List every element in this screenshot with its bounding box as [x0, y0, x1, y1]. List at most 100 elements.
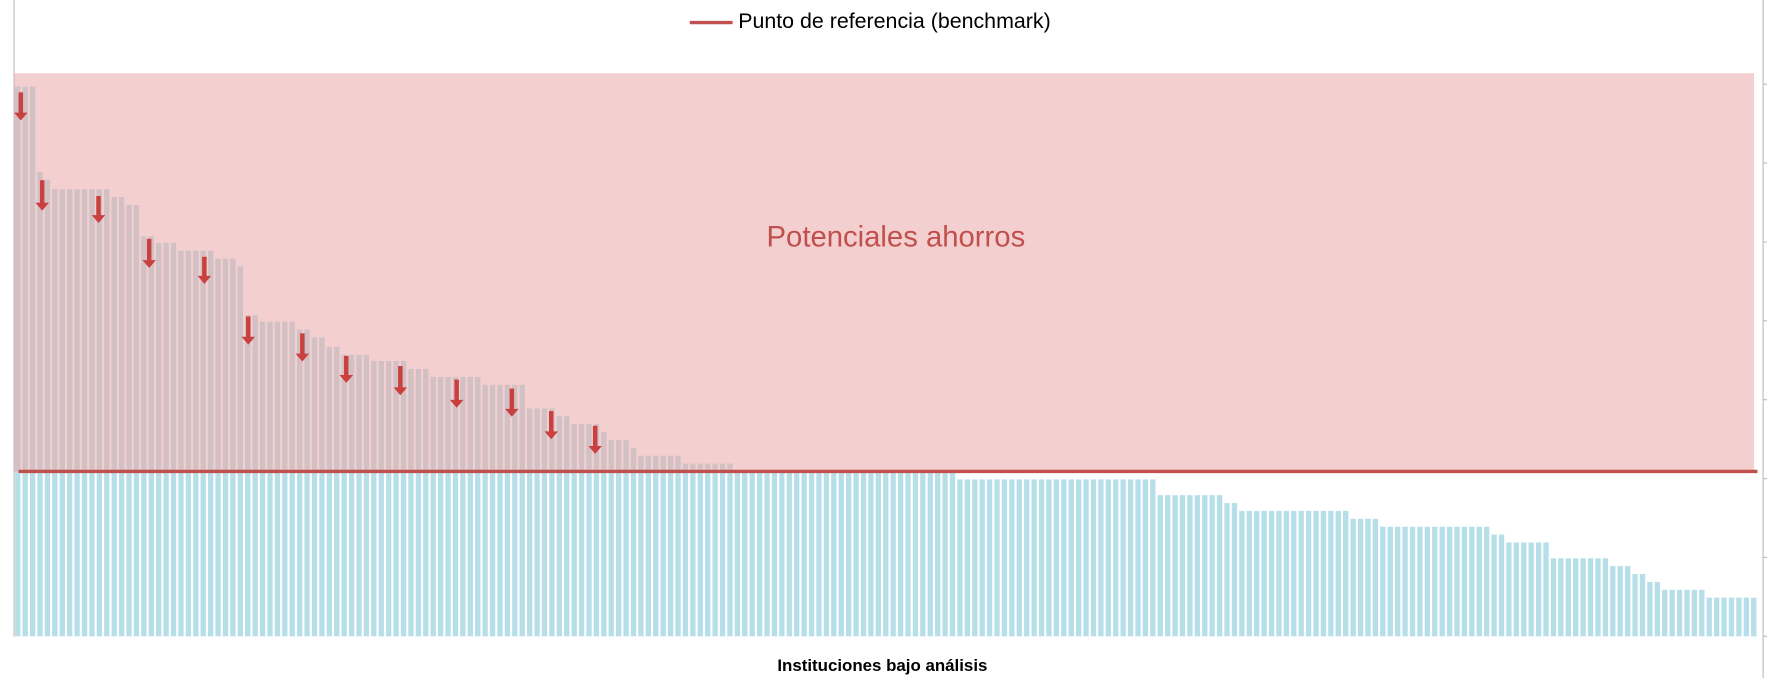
bar — [764, 471, 770, 637]
bar — [979, 479, 985, 637]
bar — [371, 361, 377, 637]
bar — [445, 376, 451, 637]
bar — [452, 376, 459, 637]
bar — [1602, 558, 1609, 637]
bar — [801, 471, 807, 637]
bar — [1120, 479, 1126, 637]
bar — [1001, 479, 1008, 637]
bar — [267, 321, 273, 637]
bar — [252, 315, 258, 637]
bar — [816, 471, 822, 637]
bar — [1046, 479, 1052, 637]
bar — [1320, 510, 1327, 637]
bar — [437, 376, 444, 637]
bar — [1313, 510, 1319, 637]
bar — [1469, 526, 1475, 637]
bar — [400, 361, 407, 637]
bar — [771, 471, 778, 637]
bar — [1387, 526, 1393, 637]
bar — [1083, 479, 1089, 637]
bar — [1573, 558, 1579, 637]
bar — [430, 376, 436, 637]
bar — [682, 463, 689, 637]
bar — [756, 471, 763, 637]
bar — [460, 376, 466, 637]
bar — [1276, 510, 1282, 637]
bar — [660, 455, 666, 637]
bar — [341, 354, 347, 637]
bar — [393, 361, 399, 637]
bar — [1654, 581, 1660, 637]
bar — [1343, 510, 1349, 637]
bar — [1380, 526, 1386, 637]
bar — [1231, 503, 1238, 637]
bar — [1543, 542, 1549, 637]
bar — [653, 455, 659, 637]
bar — [712, 463, 718, 637]
bar — [645, 455, 652, 637]
bar — [467, 376, 473, 637]
bar — [1216, 495, 1223, 637]
bar — [1113, 479, 1119, 637]
bar — [1268, 510, 1275, 637]
bar — [1209, 495, 1215, 637]
bar — [415, 368, 422, 637]
bar — [1105, 479, 1111, 637]
bar — [311, 337, 318, 637]
bar — [1194, 495, 1201, 637]
bar — [667, 455, 674, 637]
bar — [838, 471, 844, 637]
bar — [1305, 510, 1312, 637]
bar — [1328, 510, 1334, 637]
bar — [623, 439, 629, 637]
bar — [1461, 526, 1468, 637]
bar — [675, 455, 681, 637]
bar — [1009, 479, 1015, 637]
bar — [935, 471, 941, 637]
bar — [727, 463, 733, 637]
arrow-head — [505, 408, 519, 417]
bar — [1179, 495, 1186, 637]
bar — [1728, 597, 1735, 637]
bar — [742, 471, 748, 637]
bar — [1409, 526, 1416, 637]
bar — [734, 471, 741, 637]
bar — [964, 479, 971, 637]
bar — [586, 424, 592, 637]
bar — [1098, 479, 1104, 637]
bar — [920, 471, 926, 637]
bar — [304, 329, 310, 637]
bar — [1491, 534, 1497, 637]
bar — [482, 384, 488, 637]
bar — [972, 479, 978, 637]
bar — [504, 384, 511, 637]
bar — [541, 408, 548, 637]
bar — [1751, 597, 1757, 637]
bar — [259, 321, 266, 637]
arrow-head — [393, 387, 408, 396]
x-axis-label: Instituciones bajo análisis — [777, 656, 987, 675]
bar — [1432, 526, 1438, 637]
bar — [1402, 526, 1408, 637]
bar — [296, 329, 303, 637]
bar — [1372, 518, 1379, 637]
bar — [1298, 510, 1304, 637]
bar — [1135, 479, 1141, 637]
bar — [808, 471, 815, 637]
bar — [1150, 479, 1156, 637]
bar — [534, 408, 540, 637]
bar — [1075, 479, 1082, 637]
bar — [697, 463, 703, 637]
arrow-head — [241, 336, 256, 345]
bar — [386, 361, 392, 637]
bar — [957, 479, 963, 637]
bar — [282, 321, 288, 637]
bar — [1662, 589, 1668, 637]
bar — [719, 463, 726, 637]
bar — [1016, 479, 1022, 637]
bar — [1736, 597, 1742, 637]
bar — [475, 376, 481, 637]
bar — [1580, 558, 1586, 637]
bar — [912, 471, 919, 637]
bar — [549, 408, 555, 637]
